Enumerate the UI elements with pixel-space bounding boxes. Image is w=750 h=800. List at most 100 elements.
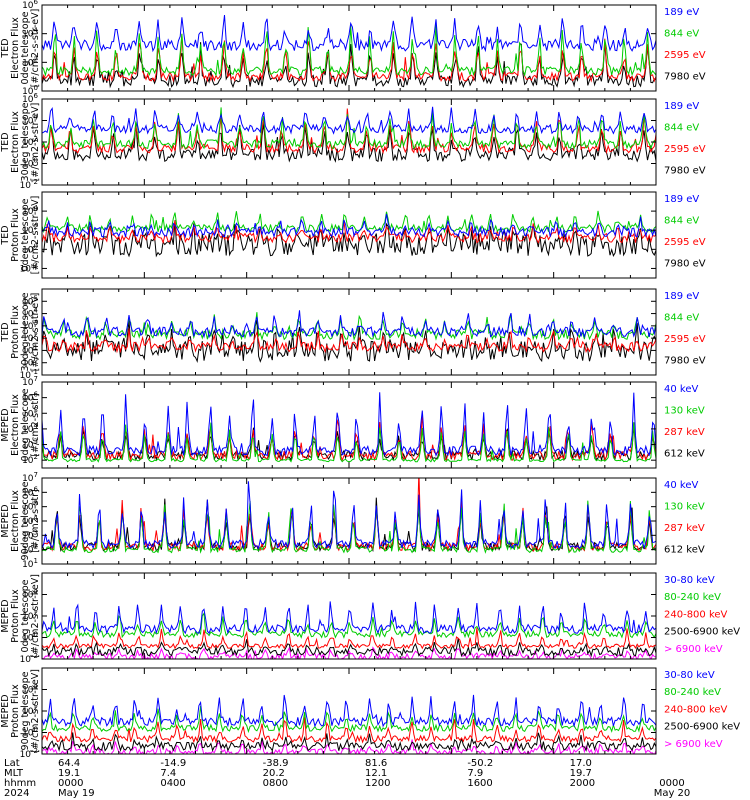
y-axis-label-line: [#/cm2-s-str-eV]: [30, 293, 41, 372]
x-axis-row-label: 2024: [4, 788, 29, 799]
x-axis-value: 17.0: [570, 758, 592, 769]
y-axis-label-line: MEPED: [0, 504, 11, 537]
x-axis-value: 0800: [263, 778, 288, 789]
legend-entry: 2595 eV: [664, 237, 706, 248]
legend-entry: 130 keV: [664, 502, 705, 513]
x-axis-value: 0400: [160, 778, 185, 789]
legend-entry: 2500-6900 keV: [664, 627, 740, 638]
legend-entry: 130 keV: [664, 406, 705, 417]
x-axis-value: -14.9: [160, 758, 186, 769]
x-axis-value: 81.6: [365, 758, 387, 769]
legend-entry: 189 eV: [664, 101, 699, 112]
series-line-5-4: [42, 392, 656, 457]
x-axis-value: 19.1: [58, 768, 80, 779]
series-line-4-4: [42, 310, 656, 339]
y-axis-label-line: 0deg telescope: [20, 198, 31, 271]
y-axis-label-line: 0deg telescope: [20, 579, 31, 652]
legend-entry: 7980 eV: [664, 72, 706, 83]
y-axis-label-line: Electron Flux: [10, 490, 21, 552]
series-line-2-1: [42, 121, 656, 163]
legend-entry: 189 eV: [664, 194, 699, 205]
x-axis-value: -38.9: [263, 758, 289, 769]
y-axis-label-line: Electron Flux: [10, 17, 21, 79]
y-axis-label-line: [#/cm2-s-str-eV]: [30, 196, 41, 275]
legend-entry: 844 eV: [664, 216, 699, 227]
x-axis-value: May 19: [58, 788, 95, 799]
legend-entry: 40 keV: [664, 384, 698, 395]
legend-entry: 240-800 keV: [664, 704, 728, 715]
legend-entry: 2595 eV: [664, 144, 706, 155]
legend-entry: > 6900 keV: [664, 739, 723, 750]
x-axis-value: 1600: [467, 778, 492, 789]
y-axis-label-line: Proton Flux: [10, 208, 21, 262]
legend-entry: 844 eV: [664, 313, 699, 324]
legend-entry: 287 keV: [664, 523, 705, 534]
x-axis-value: 0000: [659, 778, 684, 789]
x-axis-value: 19.7: [570, 768, 592, 779]
y-tick-label: 106: [22, 0, 38, 11]
series-line-1-1: [42, 42, 656, 89]
y-axis-label-line: 30deg telescope: [20, 292, 31, 371]
series-line-1-2: [42, 33, 656, 83]
legend-entry: 240-800 keV: [664, 609, 728, 620]
x-axis-row-label: hhmm: [4, 778, 36, 789]
series-line-3-2: [42, 220, 656, 245]
x-axis-row-label: Lat: [4, 758, 20, 769]
legend-entry: 7980 eV: [664, 166, 706, 177]
series-line-8-3: [42, 716, 656, 744]
series-line-4-1: [42, 319, 656, 363]
legend-entry: 612 keV: [664, 449, 705, 460]
legend-entry: 7980 eV: [664, 259, 706, 270]
series-line-8-5: [42, 694, 656, 728]
series-line-7-3: [42, 627, 656, 650]
x-axis-value: 64.4: [58, 758, 80, 769]
y-axis-label-line: 0deg telescope: [20, 388, 31, 461]
x-axis-row-label: MLT: [4, 768, 24, 779]
y-axis-label-line: Proton Flux: [10, 305, 21, 359]
legend-entry: 80-240 keV: [664, 687, 721, 698]
y-axis-label-line: Electron Flux: [10, 111, 21, 173]
legend-entry: 189 eV: [664, 7, 699, 18]
y-axis-label-line: [#/cm2-s-str-eV]: [30, 103, 41, 182]
legend-entry: 2595 eV: [664, 334, 706, 345]
legend-entry: 287 keV: [664, 427, 705, 438]
series-line-2-4: [42, 106, 656, 135]
series-line-1-4: [42, 14, 656, 53]
y-axis-label-line: 0deg telescope: [20, 11, 31, 84]
legend-entry: 2500-6900 keV: [664, 722, 740, 733]
x-axis-value: 7.9: [467, 768, 483, 779]
y-axis-label-line: TED: [0, 225, 11, 245]
legend-entry: 189 eV: [664, 291, 699, 302]
series-line-7-5: [42, 601, 656, 635]
y-axis-label-line: [#/cm2-s-str]: [30, 393, 41, 456]
y-axis-label-line: Proton Flux: [10, 589, 21, 643]
legend-entry: 30-80 keV: [664, 670, 715, 681]
y-axis-label-line: 30deg telescope: [20, 102, 31, 181]
y-axis-label-line: 90deg telescope: [20, 671, 31, 750]
x-axis-value: 7.4: [160, 768, 176, 779]
y-axis-label-line: Electron Flux: [10, 394, 21, 456]
series-line-1-3: [42, 24, 656, 77]
y-axis-label-line: Proton Flux: [10, 684, 21, 738]
x-axis-value: -50.2: [467, 758, 493, 769]
series-line-7-4: [42, 611, 656, 639]
y-axis-label-line: [#/cm2-s-str-keV]: [30, 669, 41, 753]
y-axis-label-line: 90deg telescope: [20, 481, 31, 560]
x-axis-value: 1200: [365, 778, 390, 789]
legend-entry: 2595 eV: [664, 50, 706, 61]
legend-entry: > 6900 keV: [664, 644, 723, 655]
legend-entry: 40 keV: [664, 480, 698, 491]
x-axis-value: 12.1: [365, 768, 387, 779]
y-axis-label-line: MEPED: [0, 694, 11, 727]
y-axis-label-line: MEPED: [0, 599, 11, 632]
x-axis-value: 2000: [570, 778, 595, 789]
y-axis-label-line: [#/cm2-s-str-eV]: [30, 9, 41, 88]
y-axis-label-line: [#/cm2-s-str-keV]: [30, 574, 41, 658]
